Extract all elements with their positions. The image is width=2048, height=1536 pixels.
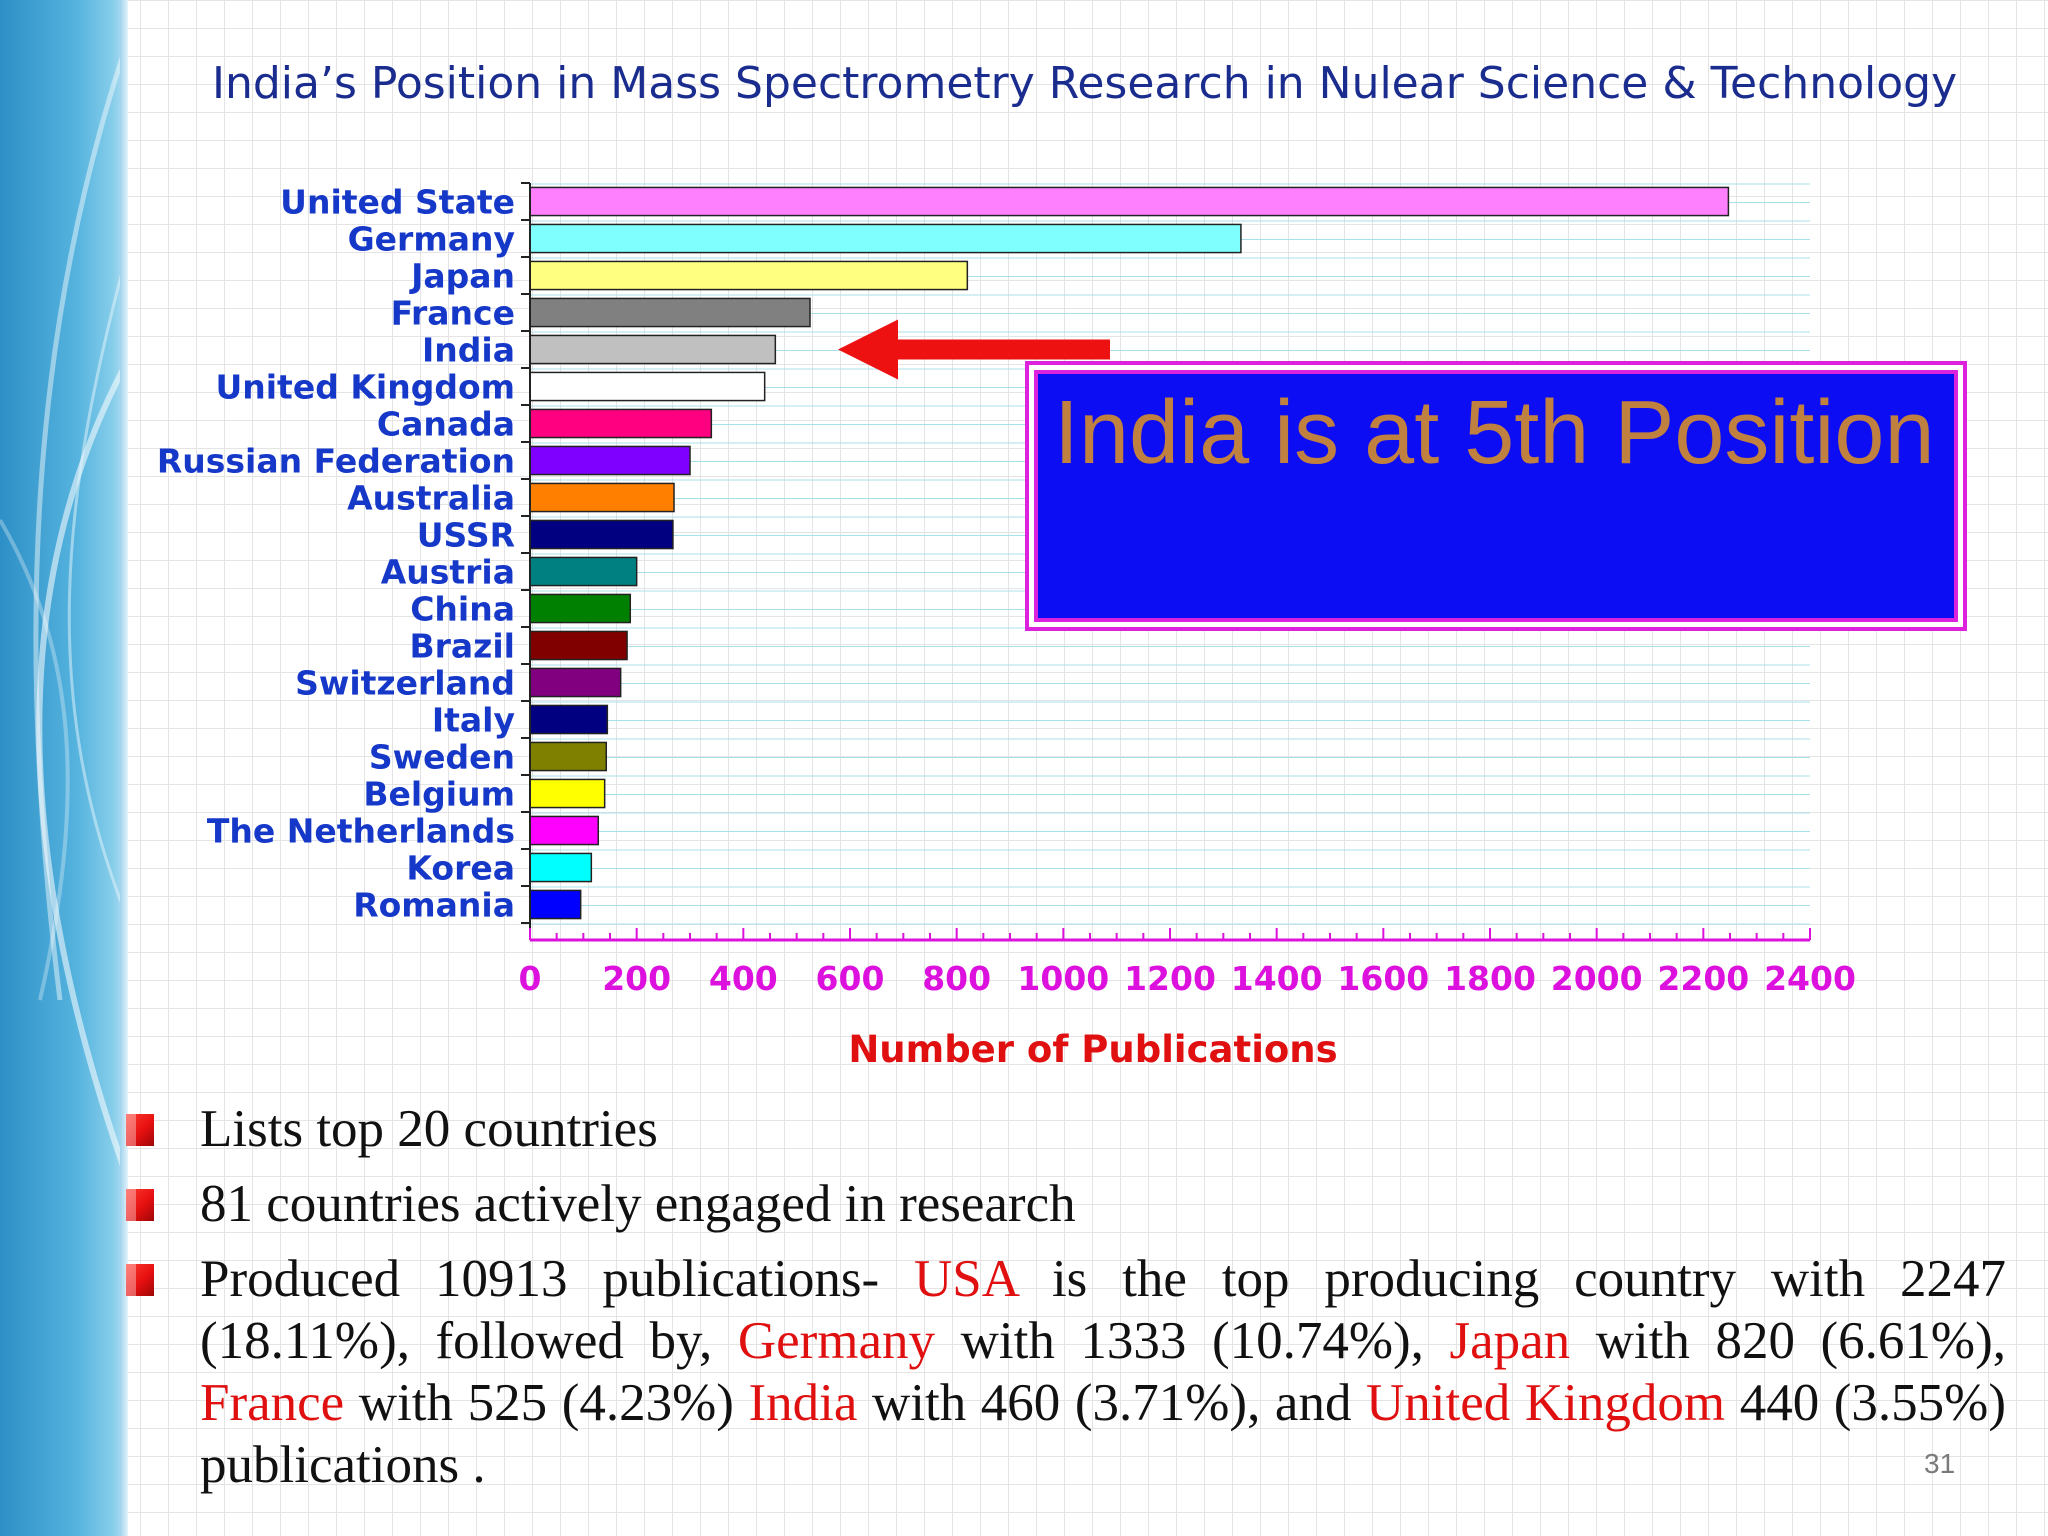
highlighted-country: France [200, 1374, 345, 1432]
bar [529, 408, 713, 439]
decorative-side-band [0, 0, 128, 1536]
category-label: Germany [348, 220, 515, 259]
bar [529, 556, 638, 587]
bullet-text: is the top producing country with 2247 (… [200, 1250, 2006, 1370]
category-label: China [410, 590, 515, 629]
bullet-marker-icon [126, 1114, 154, 1146]
x-tick-label: 1000 [1017, 959, 1109, 998]
annotation-arrow-shaft [890, 339, 1110, 360]
category-label: United State [280, 183, 515, 222]
category-label: Russian Federation [157, 442, 515, 481]
bullet-text: 440 (3.55%) publications . [200, 1374, 2006, 1494]
bullet-marker-icon [126, 1189, 154, 1221]
category-label: The Netherlands [207, 812, 515, 851]
bar [529, 371, 766, 402]
x-tick-label: 1200 [1124, 959, 1216, 998]
bar [529, 815, 600, 846]
bar [529, 334, 777, 365]
highlighted-country: USA [913, 1250, 1018, 1308]
bullet-text: with 525 (4.23%) [344, 1374, 749, 1432]
bar [529, 704, 609, 735]
bullet-item: Lists top 20 countries [126, 1098, 2006, 1160]
x-tick-label: 200 [602, 959, 671, 998]
x-tick-label: 2400 [1764, 959, 1856, 998]
bar [529, 260, 969, 291]
page-number: 31 [1924, 1448, 1956, 1479]
bar [529, 889, 582, 920]
category-label: Austria [381, 553, 515, 592]
category-label: United Kingdom [215, 368, 515, 407]
highlighted-country: Japan [1449, 1312, 1571, 1370]
bullet-text: Lists top 20 countries [200, 1100, 658, 1158]
bullet-text: 81 countries actively engaged in researc… [200, 1175, 1076, 1233]
bullet-text: with 1333 (10.74%), [935, 1312, 1450, 1370]
x-tick-label: 2200 [1657, 959, 1749, 998]
annotation-arrow-head [838, 319, 898, 380]
bullet-item: 81 countries actively engaged in researc… [126, 1173, 2006, 1235]
x-tick-label: 400 [709, 959, 778, 998]
bullet-item: Produced 10913 publications- USA is the … [126, 1248, 2006, 1496]
bar [529, 445, 691, 476]
category-label: India [422, 331, 515, 370]
bar [529, 778, 606, 809]
bar [529, 482, 675, 513]
highlighted-country: Germany [737, 1312, 936, 1370]
side-band-swoosh [0, 39, 128, 1182]
highlighted-country: United Kingdom [1366, 1374, 1726, 1432]
x-axis-title: Number of Publications [848, 1028, 1337, 1071]
x-tick-label: 2000 [1551, 959, 1643, 998]
bar [529, 519, 674, 550]
category-label: France [391, 294, 515, 333]
category-label: Belgium [363, 775, 515, 814]
category-label: Italy [432, 701, 515, 740]
category-label: Japan [409, 257, 515, 296]
highlighted-country: India [748, 1374, 858, 1432]
bar [529, 667, 622, 698]
bar [529, 297, 811, 328]
bar [529, 593, 632, 624]
slide-title: India’s Position in Mass Spectrometry Re… [212, 58, 1958, 109]
bar [529, 223, 1242, 254]
category-label: USSR [417, 516, 515, 555]
x-tick-label: 1400 [1231, 959, 1323, 998]
x-tick-label: 1800 [1444, 959, 1536, 998]
bar [529, 741, 608, 772]
category-label: Switzerland [295, 664, 515, 703]
callout-box: India is at 5th Position [1034, 370, 1958, 622]
x-tick-label: 0 [519, 959, 542, 998]
bar [529, 186, 1730, 217]
category-label: Romania [353, 886, 515, 925]
bar [529, 852, 593, 883]
category-label: Korea [406, 849, 515, 888]
category-label: Australia [347, 479, 515, 518]
bullet-text: with 820 (6.61%), [1570, 1312, 2006, 1370]
bullet-list: Lists top 20 countries 81 countries activ… [126, 1098, 2006, 1509]
side-band-edge [120, 0, 128, 1536]
bullet-text: with 460 (3.71%), and [857, 1374, 1367, 1432]
category-label: Canada [377, 405, 515, 444]
x-tick-label: 600 [816, 959, 885, 998]
category-label: Brazil [409, 627, 515, 666]
x-tick-label: 1600 [1337, 959, 1429, 998]
bullet-marker-icon [126, 1264, 154, 1296]
bullet-text: Produced 10913 publications- [200, 1250, 914, 1308]
category-label: Sweden [369, 738, 515, 777]
bar [529, 630, 628, 661]
x-tick-label: 800 [922, 959, 991, 998]
callout-text: India is at 5th Position [1054, 383, 1935, 483]
